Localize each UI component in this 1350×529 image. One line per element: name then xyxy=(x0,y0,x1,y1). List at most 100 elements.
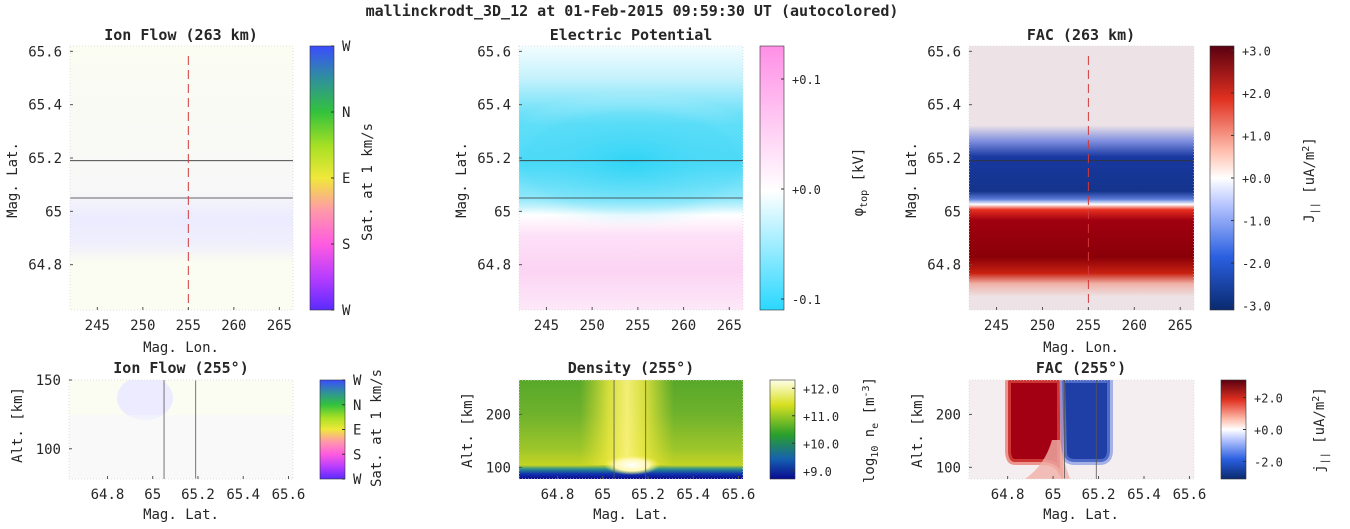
cb-label-end: ] xyxy=(1302,137,1318,145)
fac-alt-downward-current xyxy=(1058,380,1113,465)
y-tick-label: 65.2 xyxy=(28,151,62,167)
y-tick-label: 64.8 xyxy=(28,258,62,274)
fac-map-colorbar-label: J|| [uA/m2] xyxy=(1301,137,1321,223)
cb-label-main: φ xyxy=(851,208,867,216)
colorbar-tick-label: S xyxy=(353,447,361,463)
ion-flow-map-frame xyxy=(69,45,294,311)
fac-alt-overlays xyxy=(1064,380,1097,479)
density-alt-peak xyxy=(604,455,660,475)
x-tick-label: 250 xyxy=(1030,318,1055,334)
colorbar-tick-label: W xyxy=(342,303,351,319)
y-tick-label: 65.6 xyxy=(28,44,62,60)
x-tick-label: 65.6 xyxy=(272,487,306,503)
colorbar-tick-label: +2.0 xyxy=(1242,87,1271,101)
cb-label-sup: 2 xyxy=(1311,396,1322,402)
x-tick-label: 65 xyxy=(144,487,161,503)
potential-map-panel: Electric Potential 64.8 65 65.2 65.4 65.6 24… xyxy=(454,26,870,334)
x-tick-label: 265 xyxy=(1168,318,1193,334)
colorbar-tick-label: +0.1 xyxy=(792,73,821,87)
y-tick-label: 65.6 xyxy=(927,44,961,60)
ion-flow-alt-title: Ion Flow (255°) xyxy=(113,359,248,377)
ion-flow-alt-ylabel: Alt. [km] xyxy=(10,387,26,463)
ion-flow-alt-xticks: 64.8 65 65.2 65.4 65.6 xyxy=(91,476,306,503)
x-tick-label: 65.2 xyxy=(181,487,215,503)
y-tick-label: 65.2 xyxy=(927,151,961,167)
x-tick-label: 245 xyxy=(984,318,1009,334)
potential-map-overlays xyxy=(519,160,743,199)
fac-map-image xyxy=(969,46,1194,310)
x-tick-label: 65.4 xyxy=(226,487,260,503)
y-tick-label: 64.8 xyxy=(927,258,961,274)
colorbar-tick-label: +1.0 xyxy=(1242,129,1271,143)
density-alt-colorbar-ticks: +12.0 +11.0 +10.0 +9.0 xyxy=(792,382,839,479)
fac-alt-title: FAC (255°) xyxy=(1036,359,1126,377)
density-alt-colorbar xyxy=(769,379,796,480)
x-tick-label: 255 xyxy=(1076,318,1101,334)
y-tick-label: 65.4 xyxy=(28,98,62,114)
x-tick-label: 250 xyxy=(130,318,155,334)
potential-map-title: Electric Potential xyxy=(550,26,713,44)
colorbar-tick-label: W xyxy=(342,39,351,55)
ion-flow-map-yticks: 64.8 65 65.2 65.4 65.6 xyxy=(28,44,73,274)
cb-label-sub: top xyxy=(859,190,870,208)
x-tick-label: 265 xyxy=(267,318,292,334)
x-tick-label: 65.4 xyxy=(1127,487,1161,503)
ion-flow-map-colorbar xyxy=(309,45,335,311)
ion-flow-alt-yticks: 100 150 xyxy=(36,373,72,458)
x-tick-label: 260 xyxy=(221,318,246,334)
cb-label-main: log xyxy=(862,458,878,483)
potential-map-frame xyxy=(518,45,744,311)
y-tick-label: 150 xyxy=(36,373,61,389)
potential-map-ylabel: Mag. Lat. xyxy=(454,142,470,218)
y-tick-label: 65.4 xyxy=(927,98,961,114)
fac-alt-ylabel: Alt. [km] xyxy=(910,392,926,468)
density-alt-column xyxy=(580,380,674,465)
cb-label-sub: || xyxy=(1320,452,1331,464)
fac-map-ylabel: Mag. Lat. xyxy=(904,142,920,218)
density-alt-ylabel: Alt. [km] xyxy=(460,392,476,468)
x-tick-label: 65 xyxy=(1045,487,1062,503)
x-tick-label: 65.4 xyxy=(676,487,710,503)
ion-flow-map-image xyxy=(70,46,293,310)
ion-flow-alt-feature-band xyxy=(69,415,293,479)
cb-label-end: ] xyxy=(862,377,878,385)
colorbar-tick-label: S xyxy=(342,237,350,253)
cb-label-unit: [uA/m xyxy=(1302,152,1318,203)
y-tick-label: 64.8 xyxy=(477,258,511,274)
fac-alt-panel: FAC (255°) 100 200 64.8 65 65.2 65.4 65.6 Mag… xyxy=(910,359,1331,523)
potential-map-minimum xyxy=(519,92,743,232)
ion-flow-alt-colorbar xyxy=(319,379,346,480)
y-tick-label: 65 xyxy=(494,204,511,220)
cb-label-unit: [uA/m xyxy=(1312,402,1328,453)
cb-label-main: j xyxy=(1312,464,1328,472)
fac-map-yticks: 64.8 65 65.2 65.4 65.6 xyxy=(927,44,972,274)
x-tick-label: 64.8 xyxy=(541,487,575,503)
x-tick-label: 255 xyxy=(625,318,650,334)
fac-alt-xlabel: Mag. Lat. xyxy=(1043,507,1119,523)
colorbar-tick-label: +0.0 xyxy=(792,183,821,197)
x-tick-label: 245 xyxy=(85,318,110,334)
density-alt-yticks: 100 200 xyxy=(486,407,522,476)
colorbar-tick-label: +0.0 xyxy=(1242,172,1271,186)
colorbar-tick-label: N xyxy=(353,398,361,414)
ion-flow-alt-xlabel: Mag. Lat. xyxy=(143,507,219,523)
cb-label-sub: || xyxy=(1310,202,1321,214)
ion-flow-alt-frame xyxy=(68,379,294,480)
x-tick-label: 265 xyxy=(717,318,742,334)
colorbar-tick-label: +0.0 xyxy=(1254,424,1283,438)
colorbar-tick-label: N xyxy=(342,105,350,121)
y-tick-label: 100 xyxy=(36,442,61,458)
fac-alt-colorbar xyxy=(1220,379,1247,480)
colorbar-tick-label: +11.0 xyxy=(803,410,839,424)
colorbar-tick-label: -2.0 xyxy=(1254,455,1283,469)
ion-flow-map-panel: Ion Flow (263 km) 64.8 65 65.2 65.4 65.6 245… xyxy=(5,26,376,356)
colorbar-tick-label: +2.0 xyxy=(1254,392,1283,406)
fac-alt-colorbar-label: j|| [uA/m2] xyxy=(1311,387,1331,473)
y-tick-label: 200 xyxy=(936,407,961,423)
colorbar-tick-label: W xyxy=(353,472,362,488)
fac-map-frame xyxy=(968,45,1195,311)
colorbar-tick-label: -1.0 xyxy=(1242,215,1271,229)
y-tick-label: 100 xyxy=(936,460,961,476)
